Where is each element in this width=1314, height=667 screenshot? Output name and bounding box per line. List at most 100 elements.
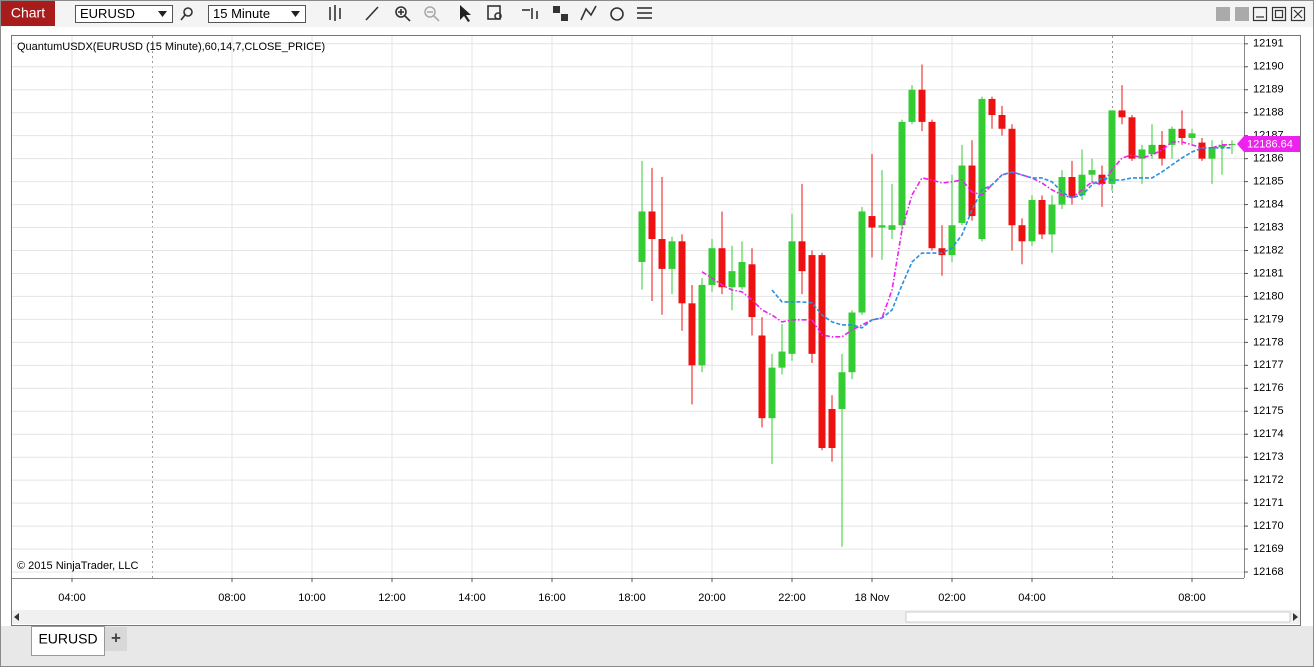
y-tick-label: 12173 (1253, 451, 1284, 463)
candle (678, 234, 686, 331)
candle (988, 96, 996, 129)
search-icon[interactable] (180, 7, 193, 21)
line-tool-icon[interactable] (580, 5, 597, 21)
candle-body (688, 303, 696, 366)
y-tick-label: 12180 (1253, 290, 1284, 302)
candle (1018, 218, 1026, 265)
candle (848, 310, 856, 380)
candle (808, 250, 816, 364)
dropdown-arrow (291, 11, 300, 17)
price-marker-label: 12186.64 (1247, 138, 1293, 150)
y-tick-label: 12168 (1253, 566, 1284, 578)
candle-body (1178, 128, 1186, 138)
x-tick-label: 08:00 (218, 592, 246, 604)
candle (1048, 195, 1056, 253)
candle (638, 160, 646, 290)
candle (1088, 158, 1096, 184)
y-tick-label: 12174 (1253, 428, 1284, 440)
tab[interactable]: EURUSD (31, 626, 105, 656)
scroll-left[interactable] (14, 613, 19, 621)
candle (838, 353, 846, 547)
candle-body (928, 121, 936, 249)
y-tick-label: 12175 (1253, 405, 1284, 417)
candle (1198, 137, 1206, 161)
candle-body (1188, 133, 1196, 138)
candle (908, 85, 916, 125)
x-tick-label: 12:00 (378, 592, 406, 604)
candle (1038, 195, 1046, 240)
candle-body (858, 211, 866, 313)
interval-box (208, 5, 306, 23)
candle-body (998, 115, 1006, 129)
candle-body (818, 255, 826, 449)
candle-body (908, 89, 916, 122)
window-button[interactable] (1235, 7, 1249, 21)
zoom-out-icon[interactable] (424, 6, 440, 22)
properties-icon[interactable] (637, 7, 652, 19)
candle (998, 105, 1006, 136)
chart-button[interactable]: Chart (1, 1, 55, 26)
candle (1008, 124, 1016, 251)
y-tick-label: 12182 (1253, 244, 1284, 256)
scroll-thumb[interactable] (905, 611, 1291, 623)
candle (728, 245, 736, 311)
candle-body (768, 367, 776, 419)
candle-body (1128, 117, 1136, 159)
y-tick-label: 12172 (1253, 474, 1284, 486)
candle (918, 64, 926, 132)
candle (688, 284, 696, 405)
candle-body (798, 241, 806, 272)
candle-body (878, 225, 886, 228)
candle (1098, 165, 1106, 207)
plot (12, 36, 1244, 578)
x-tick-label: 10:00 (298, 592, 326, 604)
y-tick-label: 12186 (1253, 153, 1284, 165)
data-box-icon[interactable] (487, 5, 502, 20)
candle (698, 278, 706, 373)
add-tab-label: + (111, 628, 121, 647)
candle (938, 225, 946, 276)
candle (1078, 149, 1086, 200)
close-button[interactable] (1290, 6, 1306, 22)
zoom-in-icon[interactable] (395, 6, 411, 22)
scroll-right[interactable] (1293, 613, 1298, 621)
y-tick-label: 12183 (1253, 221, 1284, 233)
y-tick-label: 12178 (1253, 336, 1284, 348)
bar-type-icon[interactable] (329, 5, 341, 21)
candle-body (738, 261, 746, 288)
window-button[interactable] (1216, 7, 1230, 21)
minimize-button[interactable] (1252, 6, 1268, 22)
interval-select[interactable]: 15 Minute (208, 5, 306, 23)
draw-icon[interactable] (365, 6, 379, 21)
instrument-select[interactable]: EURUSD (75, 5, 173, 23)
candle (898, 119, 906, 230)
y-tick-label: 12188 (1253, 107, 1284, 119)
dropdown-arrow (158, 11, 167, 17)
candle-body (838, 372, 846, 409)
price-marker (1237, 135, 1300, 152)
candle-body (708, 248, 716, 285)
pointer-icon[interactable] (460, 5, 471, 22)
candle (1108, 110, 1116, 191)
candle (828, 395, 836, 462)
candle-body (898, 121, 906, 226)
candle (648, 167, 656, 302)
candle-body (1068, 177, 1076, 198)
strategy-icon[interactable] (553, 6, 568, 21)
candle (718, 211, 726, 295)
candle-body (1158, 144, 1166, 159)
maximize-button[interactable] (1271, 6, 1287, 22)
candle-body (1218, 144, 1226, 148)
candle-body (698, 284, 706, 366)
add-tab[interactable]: + (105, 627, 127, 651)
candle (1178, 110, 1186, 145)
reload-icon[interactable] (610, 7, 624, 21)
candle-body (948, 225, 956, 256)
y-tick-label: 12184 (1253, 198, 1284, 210)
candle-body (668, 241, 676, 269)
candle (788, 213, 796, 361)
candle-body (648, 211, 656, 240)
indicators-icon[interactable] (522, 8, 538, 19)
tab-bg (31, 626, 105, 656)
